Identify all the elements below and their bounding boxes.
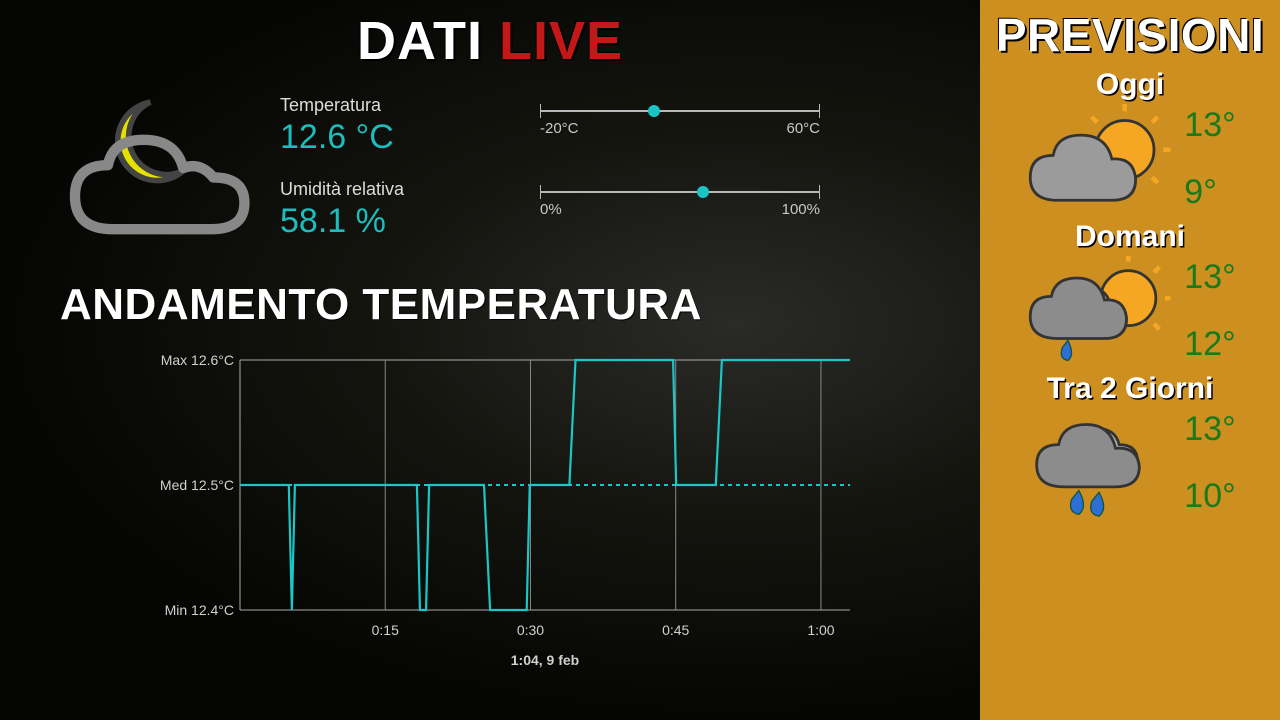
- gauges: -20°C 60°C 0% 100%: [540, 110, 820, 218]
- forecast-day-1-label: Domani: [990, 220, 1270, 254]
- live-readings: Temperatura 12.6 °C Umidità relativa 58.…: [280, 95, 404, 241]
- live-conditions: Temperatura 12.6 °C Umidità relativa 58.…: [60, 88, 404, 248]
- forecast-day-1: Domani 13° 12°: [990, 220, 1270, 366]
- forecast-day-0-label: Oggi: [990, 68, 1270, 102]
- page-title: DATI LIVE: [0, 10, 980, 72]
- temperature-gauge: -20°C 60°C: [540, 110, 820, 137]
- svg-text:1:00: 1:00: [807, 622, 834, 638]
- title-word-1: DATI: [357, 11, 483, 71]
- humidity-reading: Umidità relativa 58.1 %: [280, 179, 404, 241]
- forecast-sidebar: PREVISIONI Oggi 13° 9° Domani: [980, 0, 1280, 720]
- temperature-gauge-min: -20°C: [540, 120, 579, 137]
- temperature-gauge-track: [540, 110, 820, 112]
- moon-cloud-icon: [60, 88, 250, 248]
- temperature-reading: Temperatura 12.6 °C: [280, 95, 404, 157]
- svg-text:Med 12.5°C: Med 12.5°C: [160, 477, 234, 493]
- forecast-day-0-hi: 13°: [1184, 106, 1235, 145]
- svg-text:Min 12.4°C: Min 12.4°C: [165, 602, 234, 618]
- partly-cloudy-icon: [1024, 104, 1174, 214]
- svg-text:0:45: 0:45: [662, 622, 689, 638]
- forecast-day-2-label: Tra 2 Giorni: [990, 372, 1270, 406]
- forecast-day-0-lo: 9°: [1184, 173, 1235, 212]
- forecast-day-2-lo: 10°: [1184, 477, 1235, 516]
- forecast-day-2-hi: 13°: [1184, 410, 1235, 449]
- temperature-gauge-max: 60°C: [786, 120, 820, 137]
- forecast-day-1-lo: 12°: [1184, 325, 1235, 364]
- chart-title: ANDAMENTO TEMPERATURA: [60, 280, 702, 330]
- forecast-title: PREVISIONI: [990, 8, 1270, 62]
- partly-cloudy-rain-icon: [1024, 256, 1174, 366]
- humidity-label: Umidità relativa: [280, 179, 404, 200]
- forecast-day-2: Tra 2 Giorni 13° 10°: [990, 372, 1270, 518]
- temperature-chart: Max 12.6°C Med 12.5°C Min 12.4°C 0:15 0:30 0:…: [150, 340, 870, 680]
- humidity-gauge-knob: [697, 186, 709, 198]
- forecast-day-0: Oggi 13° 9°: [990, 68, 1270, 214]
- svg-text:0:15: 0:15: [372, 622, 399, 638]
- humidity-gauge-track: [540, 191, 820, 193]
- temperature-value: 12.6 °C: [280, 118, 404, 157]
- humidity-gauge-min: 0%: [540, 201, 562, 218]
- temperature-label: Temperatura: [280, 95, 404, 116]
- svg-text:Max 12.6°C: Max 12.6°C: [161, 352, 234, 368]
- humidity-gauge-max: 100%: [782, 201, 820, 218]
- title-word-2: LIVE: [499, 11, 623, 71]
- temperature-gauge-knob: [648, 105, 660, 117]
- humidity-value: 58.1 %: [280, 202, 404, 241]
- svg-text:1:04, 9 feb: 1:04, 9 feb: [511, 652, 579, 668]
- main-panel: DATI LIVE Temperatura 12.6 °C Umidità re…: [0, 0, 980, 720]
- svg-text:0:30: 0:30: [517, 622, 544, 638]
- forecast-day-1-hi: 13°: [1184, 258, 1235, 297]
- rain-icon: [1024, 408, 1174, 518]
- humidity-gauge: 0% 100%: [540, 191, 820, 218]
